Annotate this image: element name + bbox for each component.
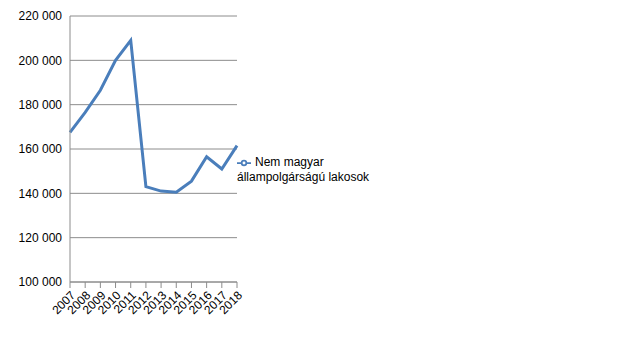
svg-text:2013: 2013	[140, 288, 170, 317]
svg-text:2016: 2016	[186, 288, 215, 317]
svg-text:2012: 2012	[125, 288, 155, 317]
svg-text:2007: 2007	[49, 288, 79, 317]
svg-text:2014: 2014	[155, 288, 185, 317]
svg-text:2018: 2018	[216, 288, 245, 317]
html-text:Nem magyar állampolgárságú lak: Nem magyar állampolgárságú lakosok	[237, 155, 370, 184]
svg-text:100 000: 100 000	[19, 275, 63, 289]
svg-text:2009: 2009	[79, 288, 109, 317]
svg-text:2015: 2015	[170, 288, 200, 317]
svg-text:160 000: 160 000	[19, 142, 63, 156]
svg-text:2011: 2011	[110, 288, 139, 317]
svg-text:2008: 2008	[64, 288, 94, 317]
svg-text:2010: 2010	[94, 288, 124, 317]
svg-text:140 000: 140 000	[19, 187, 63, 201]
svg-text:120 000: 120 000	[19, 231, 63, 245]
svg-text:180 000: 180 000	[19, 98, 63, 112]
svg-text:220 000: 220 000	[19, 9, 63, 23]
svg-text:200 000: 200 000	[19, 54, 63, 68]
svg-text:2017: 2017	[201, 288, 230, 317]
